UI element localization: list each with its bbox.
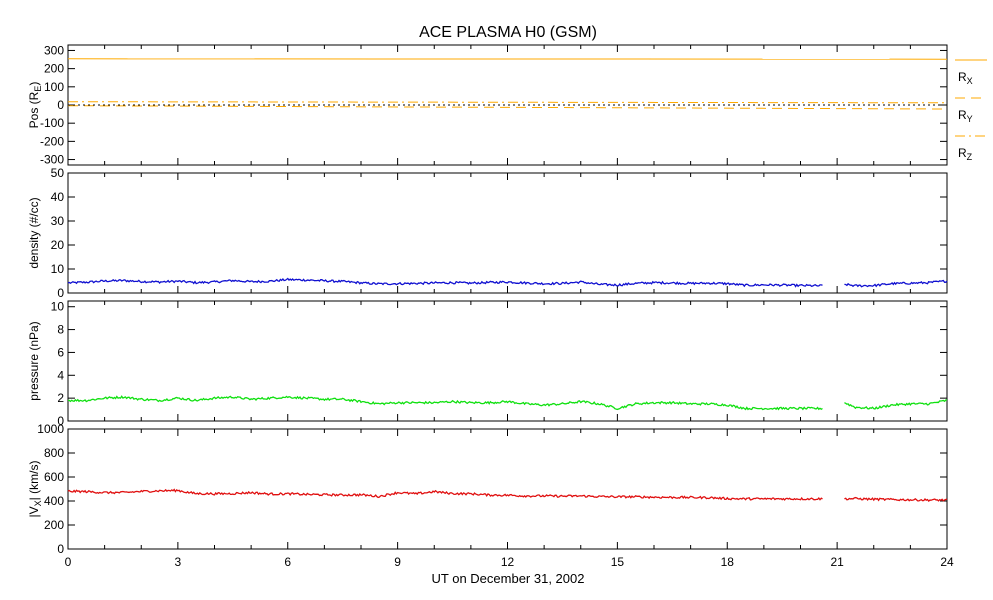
x-tick-label: 6 [284, 555, 291, 569]
series-line-RY [67, 105, 948, 110]
series-line-vx [67, 488, 948, 503]
y-tick-label: 200 [44, 62, 64, 76]
panel-frame [67, 428, 948, 550]
y-tick-label: 2 [57, 391, 64, 405]
y-tick-label: 800 [44, 446, 64, 460]
y-axis-label-sub: E [33, 86, 43, 92]
y-tick-label: 0 [57, 98, 64, 112]
x-tick-label: 15 [611, 555, 625, 569]
chart-title: ACE PLASMA H0 (GSM) [419, 24, 597, 41]
legend-label-z: RZ [958, 146, 973, 162]
y-tick-label: 30 [51, 214, 65, 228]
panel-density: 50 40 30 20 10 0 density (#/cc) [27, 166, 948, 300]
y-axis-label-tail: | (km/s) [27, 461, 41, 501]
panel-vx: 1000 800 600 400 200 0 |VX| (km/s) [27, 422, 948, 556]
legend-label-sub: X [967, 76, 973, 86]
legend-label-base: R [958, 70, 967, 84]
y-axis-label-main: |V [27, 506, 41, 517]
y-axis-label: pressure (nPa) [27, 321, 41, 400]
y-tick-label: 0 [57, 286, 64, 300]
y-tick-label: 8 [57, 323, 64, 337]
y-tick-label: 4 [57, 368, 64, 382]
x-tick-label: 3 [175, 555, 182, 569]
x-axis-label: UT on December 31, 2002 [432, 571, 585, 586]
x-tick-labels: 0 3 6 9 12 15 18 21 24 [65, 555, 954, 569]
y-tick-label: 0 [57, 542, 64, 556]
series-line-pressure [68, 395, 948, 411]
legend-label-base: R [958, 108, 967, 122]
x-tick-label: 9 [394, 555, 401, 569]
y-axis-label: Pos (RE) [27, 82, 43, 129]
y-axis-label-main: pressure (nPa) [27, 321, 41, 400]
legend-label-base: R [958, 146, 967, 160]
x-tick-label: 18 [721, 555, 735, 569]
y-axis-label-sub: X [33, 500, 43, 506]
y-tick-label: 40 [51, 190, 65, 204]
x-tick-label: 12 [501, 555, 515, 569]
y-tick-label: 300 [44, 43, 64, 57]
y-tick-label: 1000 [37, 422, 64, 436]
y-tick-label: 6 [57, 345, 64, 359]
y-tick-label: 0 [57, 414, 64, 428]
y-tick-label: 400 [44, 494, 64, 508]
legend-label-sub: Y [967, 114, 973, 124]
y-tick-label: 600 [44, 470, 64, 484]
series-line-density [67, 277, 948, 288]
y-tick-label: 20 [51, 238, 65, 252]
y-tick-label: 200 [44, 518, 64, 532]
x-tick-label: 24 [940, 555, 954, 569]
panel-pressure: 10 8 6 4 2 0 pressure (nPa) [27, 300, 948, 428]
series-line-RZ [67, 101, 948, 104]
y-tick-label: -200 [40, 134, 64, 148]
y-tick-label: 10 [51, 262, 65, 276]
panel-frame [67, 172, 948, 294]
legend-label-sub: Z [967, 152, 973, 162]
x-tick-label: 0 [65, 555, 72, 569]
y-axis-label: density (#/cc) [27, 197, 41, 268]
y-tick-label: 100 [44, 80, 64, 94]
y-tick-label: -300 [40, 153, 64, 167]
y-tick-label: 10 [51, 300, 65, 314]
y-axis-label-tail: ) [27, 82, 41, 86]
y-axis-label-main: density (#/cc) [27, 197, 41, 268]
legend-label-y: RY [958, 108, 973, 124]
y-tick-label: 50 [51, 166, 65, 180]
y-tick-label: -100 [40, 116, 64, 130]
y-axis-label: |VX| (km/s) [27, 461, 43, 518]
legend-label-x: RX [958, 70, 973, 86]
y-axis-label-main: Pos (R [27, 91, 41, 128]
x-tick-label: 21 [830, 555, 844, 569]
